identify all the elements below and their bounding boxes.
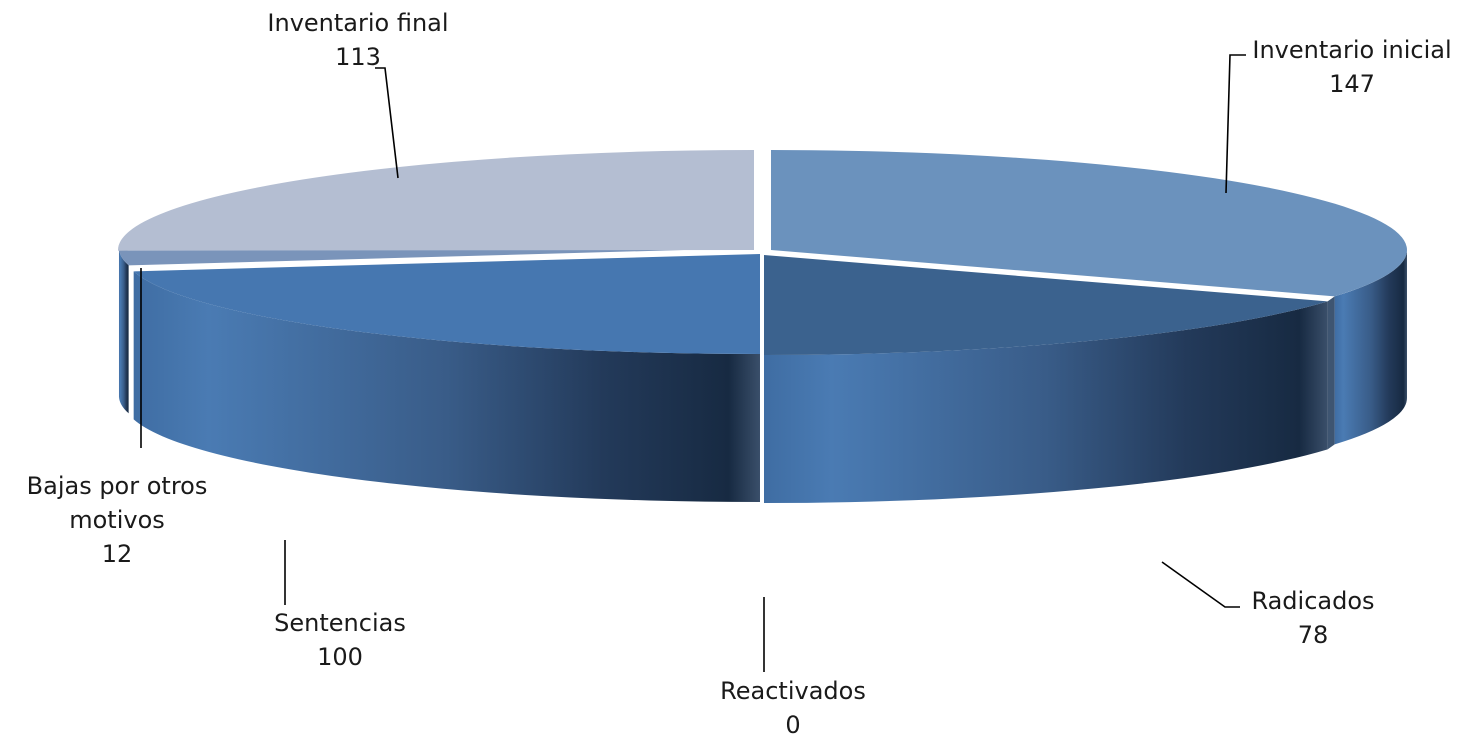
category-label-5: motivos [69,506,165,534]
category-label-5: Bajas por otros [27,472,208,500]
value-label-3: 0 [785,711,800,738]
slice-side-5 [119,249,129,414]
pie-slices [118,150,1407,355]
leader-line-1 [1226,55,1246,193]
value-label-1: 147 [1329,70,1375,98]
value-label-4: 100 [317,643,363,671]
value-label-6: 113 [335,43,381,71]
value-label-2: 78 [1298,621,1329,649]
category-label-3: Reactivados [720,677,866,705]
slice-end-wall [1328,296,1335,449]
category-label-4: Sentencias [274,609,406,637]
slice-6 [118,150,754,251]
category-label-1: Inventario inicial [1252,36,1451,64]
leader-line-6 [375,68,398,178]
category-label-2: Radicados [1251,587,1374,615]
leader-line-2 [1162,562,1240,607]
category-label-6: Inventario final [267,9,448,37]
value-label-5: 12 [102,540,133,568]
